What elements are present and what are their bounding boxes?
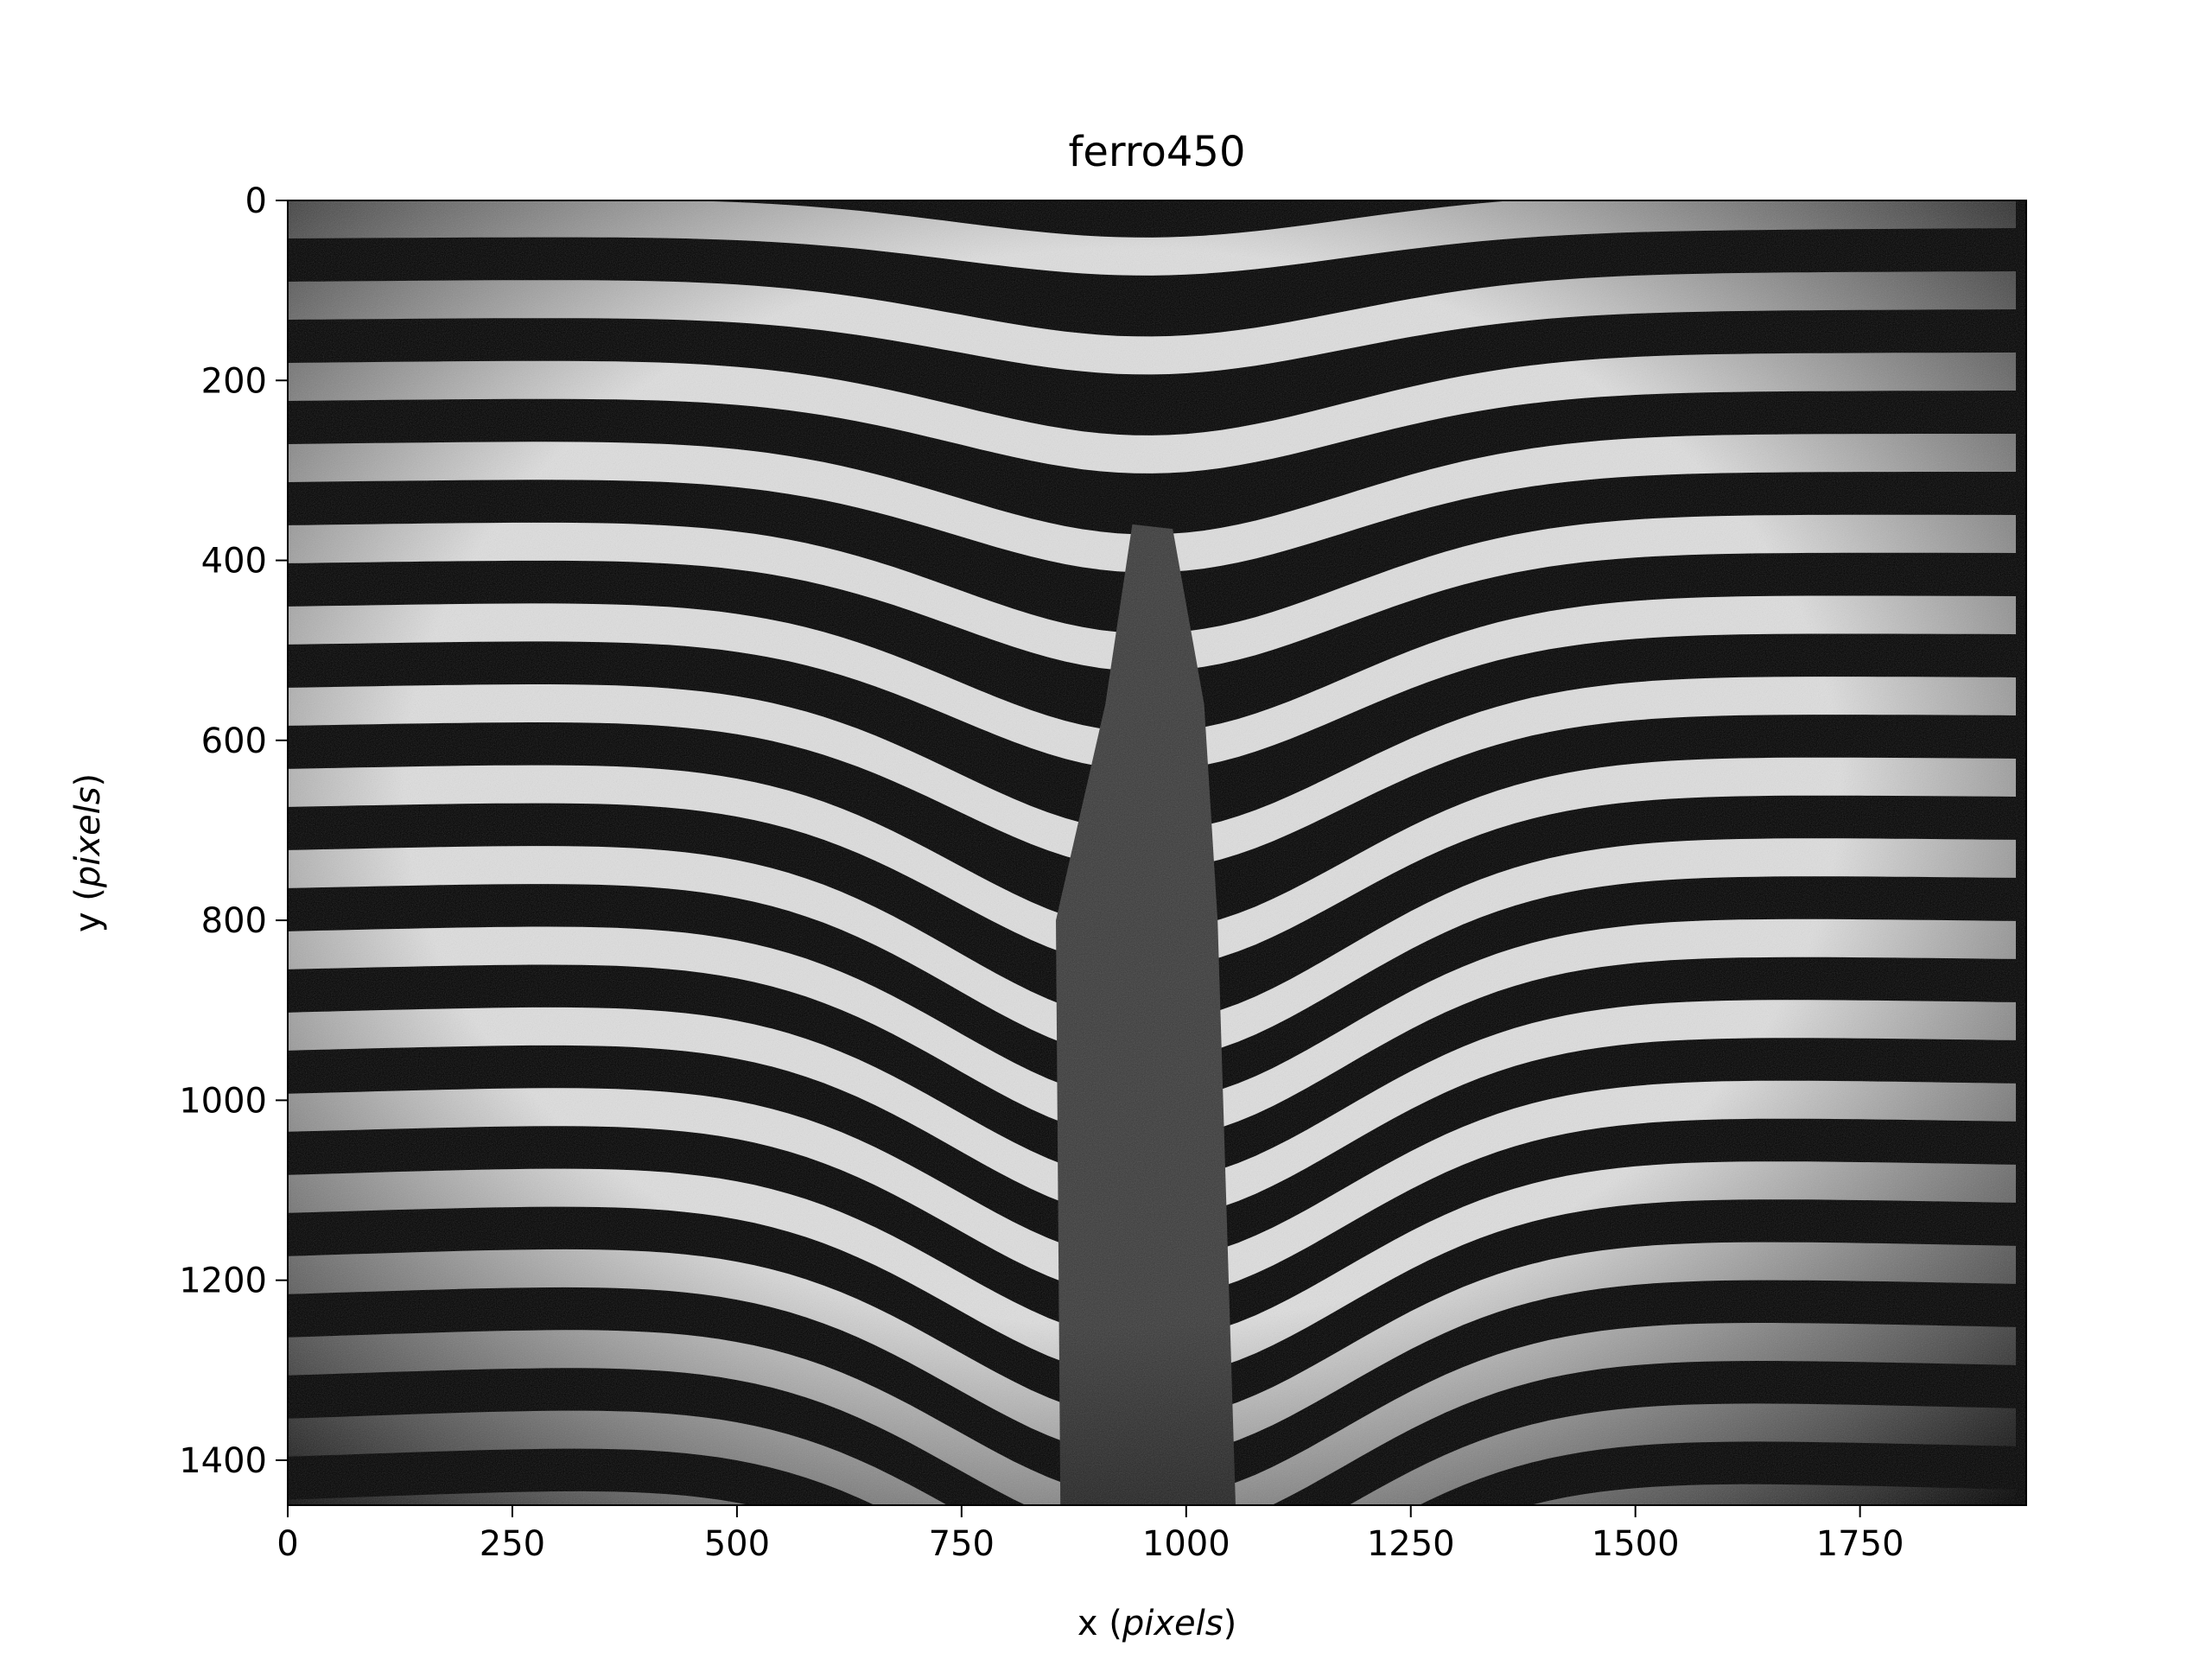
x-tick-label: 250 (480, 1524, 545, 1564)
x-tick-label: 1500 (1592, 1524, 1680, 1564)
y-axis: 0 200 400 600 800 1000 1200 1400 (179, 181, 288, 1481)
image-grain (288, 200, 2026, 1505)
x-tick-label: 500 (704, 1524, 770, 1564)
x-tick-label: 1250 (1367, 1524, 1455, 1564)
y-tick-label: 800 (201, 901, 267, 941)
x-tick-label: 1750 (1816, 1524, 1904, 1564)
x-tick-label: 750 (929, 1524, 995, 1564)
plot-frame (287, 200, 2027, 1506)
x-axis: 0 250 500 750 1000 1250 1500 1750 (276, 1505, 1904, 1564)
y-tick-label: 200 (201, 361, 267, 401)
y-tick-label: 1200 (179, 1262, 267, 1301)
fringe-band (288, 1646, 2016, 1659)
x-tick-label: 0 (276, 1524, 298, 1564)
y-tick-label: 1400 (179, 1441, 267, 1481)
plot-area (288, 28, 2026, 1659)
y-axis-label: y (pixels) (68, 773, 108, 932)
x-tick-label: 1000 (1142, 1524, 1230, 1564)
chart-title: ferro450 (1069, 128, 1246, 176)
y-tick-label: 600 (201, 721, 267, 761)
x-axis-label: x (pixels) (1077, 1604, 1236, 1643)
y-tick-label: 400 (201, 542, 267, 582)
y-tick-label: 0 (245, 181, 267, 221)
y-tick-label: 1000 (179, 1081, 267, 1121)
fringe-band (288, 28, 2016, 78)
